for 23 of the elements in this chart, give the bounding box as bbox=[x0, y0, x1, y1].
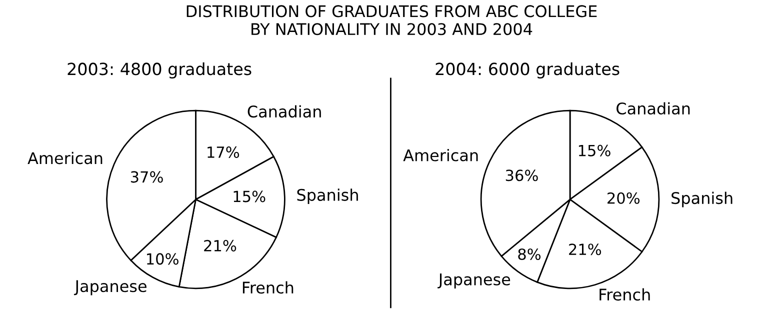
slice-label: French bbox=[242, 281, 294, 294]
slice-label: Spanish bbox=[297, 188, 358, 204]
data-label: 8% bbox=[518, 248, 541, 260]
data-label: 17% bbox=[208, 146, 240, 158]
slice-label: Japanese bbox=[74, 280, 146, 296]
slice-label: Spanish bbox=[672, 192, 732, 208]
slice-label: Canadian bbox=[616, 102, 690, 115]
data-label: 21% bbox=[569, 244, 602, 256]
data-label: 36% bbox=[506, 170, 538, 182]
chart-subtitle: 2004: 6000 graduates bbox=[436, 62, 620, 78]
text: DISTRIBUTION OF GRADUATES FROM ABC COLLEGE BY NATIONALITY IN 2003 AND 2004 bbox=[186, 5, 597, 36]
slice-label: American bbox=[403, 148, 478, 162]
data-label: 15% bbox=[234, 190, 266, 202]
slice-label: French bbox=[600, 288, 650, 301]
slice-label: Japanese bbox=[438, 274, 510, 289]
slice-label: American bbox=[28, 152, 102, 164]
data-label: 10% bbox=[147, 253, 178, 265]
chart-subtitle: 2003: 4800 graduates bbox=[68, 62, 252, 78]
slice-label: Canadian bbox=[248, 105, 321, 118]
data-label: 37% bbox=[130, 171, 163, 183]
data-label: 20% bbox=[608, 192, 640, 204]
data-label: 15% bbox=[578, 144, 610, 156]
data-label: 21% bbox=[204, 240, 236, 252]
